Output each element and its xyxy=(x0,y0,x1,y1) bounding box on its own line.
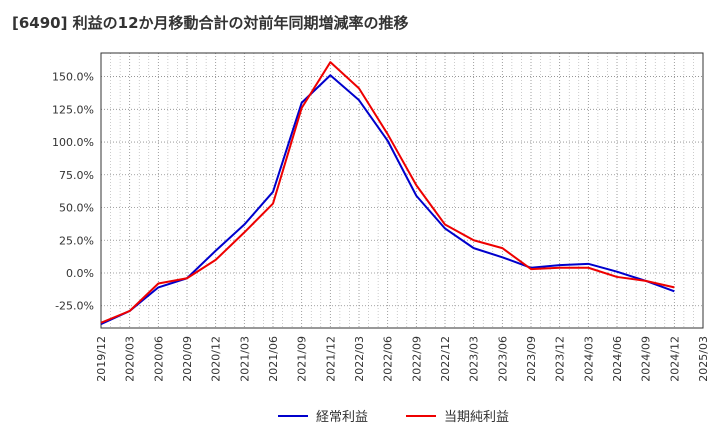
x-tick-label: 2021/06 xyxy=(267,336,280,382)
x-tick-label: 2021/12 xyxy=(324,336,337,382)
x-tick-label: 2023/09 xyxy=(525,336,538,382)
x-tick-label: 2020/03 xyxy=(124,336,137,382)
x-tick-label: 2019/12 xyxy=(95,336,108,382)
x-tick-label: 2022/09 xyxy=(410,336,423,382)
x-tick-label: 2021/03 xyxy=(238,336,251,382)
x-tick-label: 2022/12 xyxy=(439,336,452,382)
x-tick-label: 2025/03 xyxy=(697,336,710,382)
x-tick-label: 2020/09 xyxy=(181,336,194,382)
y-tick-label: 0.0% xyxy=(66,267,94,280)
legend: 経常利益 当期純利益 xyxy=(278,410,509,425)
y-tick-label: -25.0% xyxy=(55,300,94,313)
x-tick-label: 2024/03 xyxy=(582,336,595,382)
y-tick-label: 50.0% xyxy=(59,202,94,215)
x-tick-label: 2022/06 xyxy=(382,336,395,382)
x-tick-label: 2024/09 xyxy=(640,336,653,382)
grid-lines xyxy=(101,53,703,328)
y-tick-label: 75.0% xyxy=(59,169,94,182)
y-tick-label: 25.0% xyxy=(59,234,94,247)
x-tick-label: 2024/12 xyxy=(668,336,681,382)
chart-title: [6490] 利益の12か月移動合計の対前年同期増減率の推移 xyxy=(12,14,409,32)
series-layer xyxy=(100,61,675,325)
x-tick-label: 2023/03 xyxy=(468,336,481,382)
y-tick-label: 100.0% xyxy=(52,136,94,149)
x-tick-label: 2021/09 xyxy=(296,336,309,382)
x-tick-label: 2022/03 xyxy=(353,336,366,382)
y-tick-label: 150.0% xyxy=(52,71,94,84)
y-axis-ticks: -25.0% 0.0% 25.0% 50.0% 75.0% 100.0% 125.0% 150… xyxy=(52,71,94,313)
x-tick-label: 2020/12 xyxy=(210,336,223,382)
series-line-当期純利益 xyxy=(100,61,675,324)
x-tick-label: 2023/12 xyxy=(554,336,567,382)
x-tick-label: 2024/06 xyxy=(611,336,624,382)
plot-frame xyxy=(100,52,704,329)
series-line-経常利益 xyxy=(100,74,675,325)
x-tick-label: 2020/06 xyxy=(152,336,165,382)
legend-label: 経常利益 xyxy=(316,410,368,425)
x-tick-label: 2023/06 xyxy=(496,336,509,382)
x-axis-ticks: 2019/12 2020/03 2020/06 2020/09 2020/12 2021/… xyxy=(95,336,710,382)
y-tick-label: 125.0% xyxy=(52,103,94,116)
legend-label: 当期純利益 xyxy=(444,410,509,425)
